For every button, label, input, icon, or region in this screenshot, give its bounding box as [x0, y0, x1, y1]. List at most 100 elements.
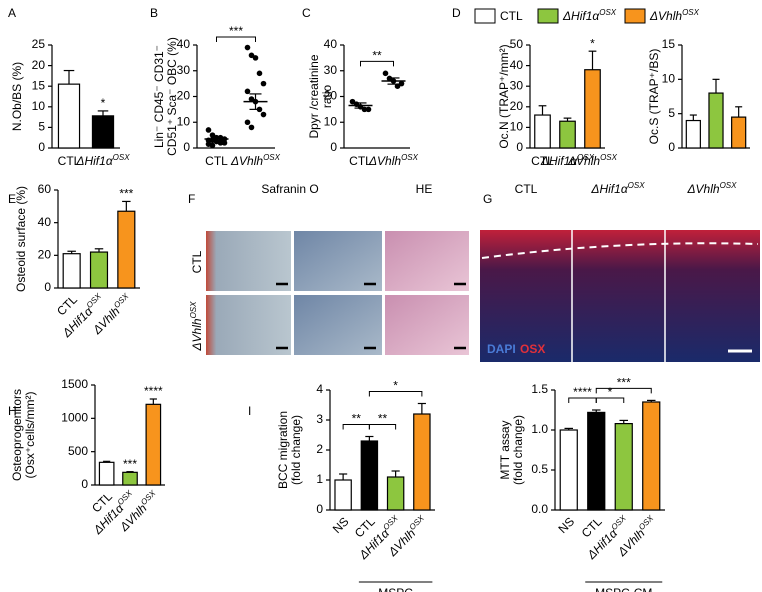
- significance-bracket: [216, 36, 256, 42]
- y-axis-label: Dpyr /creatinine: [307, 54, 321, 138]
- y-tick-label: 0.0: [531, 502, 548, 516]
- column-label-main: ΔVhlh: [687, 182, 720, 196]
- bar: [685, 119, 701, 149]
- y-axis-label: Osteoid surface (%): [14, 186, 28, 292]
- y-tick-label: 2: [316, 442, 323, 456]
- bar: [614, 423, 633, 511]
- data-point: [248, 52, 255, 59]
- category-label-sup: OSX: [113, 153, 131, 162]
- category-label: CTL: [349, 154, 372, 168]
- stain-label: DAPI: [487, 342, 516, 356]
- y-tick-label: 3: [316, 412, 323, 426]
- bar: [559, 429, 578, 511]
- category-label: NS: [555, 514, 577, 536]
- column-label-sup: OSX: [628, 181, 646, 190]
- bar: [117, 210, 136, 289]
- y-axis-label: N.Ob/BS (%): [10, 62, 24, 131]
- panel-letter: I: [248, 404, 251, 418]
- bar: [57, 83, 81, 149]
- category-label-sup: OSX: [401, 153, 419, 162]
- panel-letter: G: [483, 192, 492, 206]
- data-point: [244, 44, 251, 51]
- bar: [587, 411, 606, 511]
- histology-image: [206, 231, 291, 291]
- y-tick-label: 5: [38, 120, 45, 134]
- category-label-main: ΔVhlh: [567, 154, 600, 168]
- column-label: ΔVhlhOSX: [687, 181, 738, 197]
- y-axis-label: (fold change): [511, 415, 525, 485]
- data-point: [217, 140, 224, 146]
- y-tick-label: 20: [38, 248, 52, 262]
- category-label: ΔHif1αOSX: [540, 153, 595, 169]
- category-label-main: ΔHif1α: [540, 154, 578, 168]
- bar: [534, 114, 551, 149]
- data-point: [260, 80, 267, 87]
- legend-label: ΔVhlhOSX: [649, 8, 700, 24]
- y-tick-label: 1000: [61, 411, 88, 425]
- y-axis-label: Oc.N (TRAP⁺/mm²): [497, 44, 511, 148]
- data-point: [244, 88, 251, 95]
- y-tick-label: 10: [510, 120, 524, 134]
- category-label-sup: OSX: [407, 513, 426, 532]
- bar: [62, 253, 81, 289]
- data-point: [398, 80, 405, 87]
- category-label-sup: OSX: [600, 153, 618, 162]
- category-label-main: ΔHif1α: [75, 154, 113, 168]
- y-axis-label: (Osx⁺cells/mm²): [23, 392, 37, 479]
- y-tick-label: 1500: [61, 377, 88, 391]
- y-axis-label: Oc.S (TRAP⁺/BS): [647, 49, 661, 145]
- y-tick-label: 20: [324, 89, 338, 103]
- y-tick-label: 10: [324, 114, 338, 128]
- bar: [360, 440, 379, 511]
- significance: ***: [123, 457, 137, 471]
- panel-letter: C: [302, 6, 311, 20]
- column-label: Safranin O: [261, 182, 318, 196]
- histology-image: [385, 295, 469, 355]
- significance-bracket: [360, 60, 394, 67]
- y-tick-label: 1.0: [531, 422, 548, 436]
- bar: [642, 401, 661, 511]
- y-tick-label: 1.5: [531, 382, 548, 396]
- data-point: [209, 132, 216, 138]
- data-point: [349, 98, 356, 105]
- bar: [386, 476, 405, 511]
- y-tick-label: 5: [668, 106, 675, 120]
- y-tick-label: 1: [316, 472, 323, 486]
- column-label-sup: OSX: [720, 181, 738, 190]
- stain-label: OSX: [520, 342, 545, 356]
- significance: *: [393, 379, 398, 393]
- significance: *: [590, 36, 595, 50]
- bar: [584, 69, 601, 149]
- y-tick-label: 15: [32, 78, 46, 92]
- y-tick-label: 30: [324, 63, 338, 77]
- legend-label-main: ΔHif1α: [562, 9, 600, 23]
- y-tick-label: 20: [510, 99, 524, 113]
- category-label: ΔVhlhOSX: [230, 153, 281, 169]
- significance: ****: [144, 384, 163, 398]
- y-tick-label: 0: [330, 140, 337, 154]
- y-tick-label: 50: [510, 37, 524, 51]
- category-label-sup: OSX: [115, 488, 134, 507]
- significance: ****: [573, 385, 592, 399]
- category-label-sup: OSX: [84, 291, 103, 310]
- y-tick-label: 40: [510, 58, 524, 72]
- significance: ***: [119, 187, 133, 201]
- category-label-sup: OSX: [381, 513, 400, 532]
- data-point: [260, 111, 267, 118]
- column-label: HE: [416, 182, 433, 196]
- bar: [413, 413, 431, 511]
- y-tick-label: 10: [662, 72, 676, 86]
- group-label: MSPC-CM: [595, 586, 652, 592]
- row-label-sup: OSX: [189, 301, 198, 319]
- y-axis-label: MTT assay: [498, 420, 512, 479]
- category-label-main: ΔVhlh: [230, 154, 263, 168]
- y-tick-label: 40: [324, 37, 338, 51]
- bar: [145, 403, 162, 486]
- y-tick-label: 60: [38, 182, 52, 196]
- panel-letter: F: [188, 192, 195, 206]
- y-tick-label: 30: [510, 78, 524, 92]
- legend-label: CTL: [500, 9, 523, 23]
- bar: [334, 479, 352, 511]
- category-label: NS: [330, 514, 352, 536]
